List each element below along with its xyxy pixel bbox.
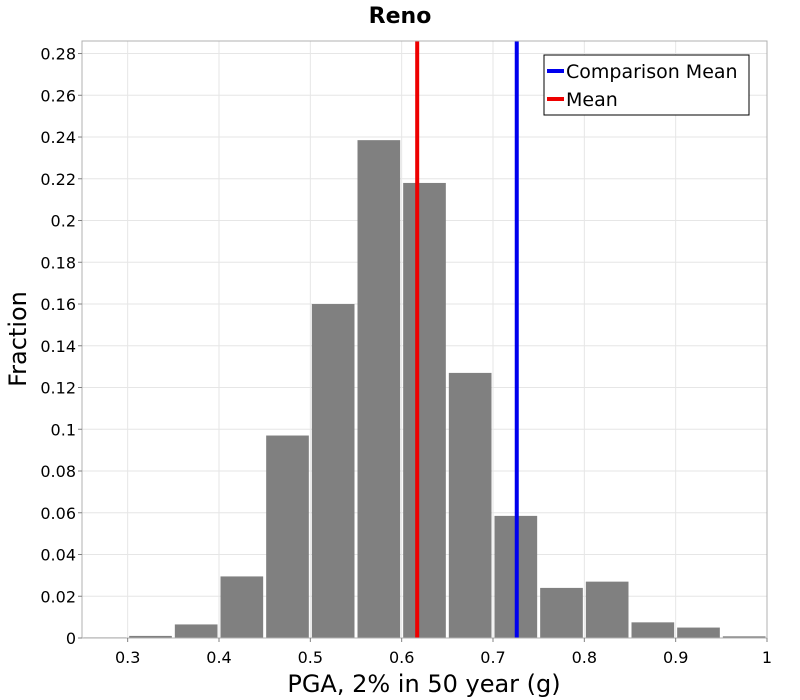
y-tick-label: 0.22 [40,170,76,189]
histogram-bar [677,627,720,638]
histogram-bar [174,624,218,638]
x-tick-label: 0.3 [115,648,140,667]
x-tick-label: 0.8 [572,648,597,667]
x-tick-label: 0.9 [663,648,688,667]
y-tick-label: 0.28 [40,45,76,64]
y-tick-label: 0.16 [40,295,76,314]
y-tick-label: 0.18 [40,253,76,272]
legend-box [543,54,750,116]
histogram-bar [311,304,355,638]
y-tick-label: 0.02 [40,587,76,606]
legend-label: Mean [566,89,618,111]
y-tick-label: 0.2 [51,212,76,231]
y-tick-label: 0.08 [40,462,76,481]
histogram-bar [540,587,583,638]
x-tick-label: 0.7 [480,648,505,667]
histogram-bar [403,182,446,638]
histogram-bar [631,622,675,638]
y-tick-label: 0.24 [40,128,76,147]
histogram-bar [129,635,172,638]
histogram-bar [448,372,492,638]
y-tick-label: 0.04 [40,546,76,565]
y-tick-label: 0.12 [40,379,76,398]
plot-frame [81,40,768,639]
y-tick-label: 0 [66,629,76,648]
x-axis-ticks: 0.3 0.4 0.5 0.6 0.7 0.8 0.9 1 [115,638,772,667]
y-tick-label: 0.06 [40,504,76,523]
legend-label: Comparison Mean [566,61,738,83]
y-tick-label: 0.14 [40,337,76,356]
x-axis-label: PGA, 2% in 50 year (g) [287,670,560,698]
y-axis-ticks: 0 0.02 0.04 0.06 0.08 0.1 0.12 0.14 0.16 0.18 0.2 0… [40,45,82,648]
x-tick-label: 0.4 [206,648,231,667]
histogram-bar [220,576,264,638]
x-tick-label: 0.5 [298,648,323,667]
histogram-bars [83,140,766,638]
y-axis-label: Fraction [4,291,32,387]
y-tick-label: 0.26 [40,86,76,105]
x-tick-label: 0.6 [389,648,414,667]
y-tick-label: 0.1 [51,420,76,439]
x-tick-label: 1 [762,648,772,667]
histogram-bar [357,140,401,638]
reference-lines [415,41,519,638]
histogram-bar [722,636,766,638]
histogram-bar [266,435,309,638]
chart-title: Reno [369,4,432,29]
legend: Comparison Mean Mean [543,54,750,116]
histogram-bar [585,581,629,638]
